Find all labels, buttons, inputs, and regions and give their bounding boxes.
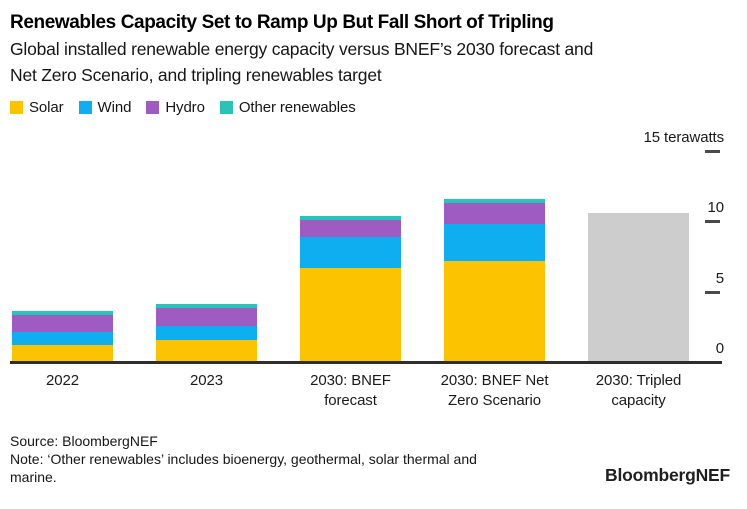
legend-swatch-hydro-icon — [146, 101, 160, 114]
legend-label: Other renewables — [238, 99, 356, 116]
bar-seg-2030-bnef-wind — [300, 237, 401, 268]
bar-seg-2022-solar — [12, 345, 113, 361]
legend-item-wind: Wind — [78, 99, 132, 116]
ytick-label-0: 0 — [715, 340, 724, 357]
ytick-dash-15 — [705, 149, 720, 153]
bar-seg-2023-hydro — [156, 308, 257, 326]
source-note: Source: BloombergNEF — [10, 433, 158, 449]
bar-seg-2022-hydro — [12, 315, 113, 332]
legend-item-other-renewables: Other renewables — [219, 99, 356, 116]
bar-seg-2030-bnef-net-wind — [444, 224, 545, 261]
chart-subtitle: Global installed renewable energy capaci… — [10, 39, 594, 85]
legend-label: Hydro — [165, 99, 205, 116]
bar-seg-2030-bnef-hydro — [300, 220, 401, 237]
methodology-note: Note: ‘Other renewables’ includes bioene… — [10, 451, 477, 485]
bar-seg-2023-wind — [156, 326, 257, 340]
legend-swatch-solar-icon — [10, 101, 23, 114]
category-label-2030-bnef: 2030: BNEF forecast — [310, 372, 391, 409]
legend-swatch-wind-icon — [78, 101, 92, 114]
bar-seg-2022-wind — [12, 332, 113, 345]
chart-legend: Solar Wind Hydro Other renewables — [10, 99, 356, 116]
bar-seg-2030-bnef-net-hydro — [444, 203, 545, 224]
bar-seg-2030-bnef-other-renewables — [300, 216, 401, 220]
legend-item-hydro: Hydro — [146, 99, 205, 116]
bloombergnef-logo: BloombergNEF — [605, 465, 730, 485]
legend-item-solar: Solar — [10, 99, 64, 116]
ytick-label-10: 10 — [707, 199, 725, 216]
bar-seg-2023-other-renewables — [156, 304, 257, 308]
category-label-2023: 2023 — [190, 372, 223, 389]
ytick-dash-10 — [705, 220, 720, 223]
category-label-2030-bnef-net: 2030: BNEF Net Zero Scenario — [440, 372, 549, 409]
bar-seg-2030-bnef-net-solar — [444, 261, 545, 361]
ytick-dash-5 — [705, 290, 720, 294]
category-label-2030-tripled: 2030: Tripled capacity — [595, 372, 682, 409]
bar-seg-2030-bnef-net-other-renewables — [444, 199, 545, 203]
ytick-label-15: 15 terawatts — [643, 128, 724, 146]
chart-title: Renewables Capacity Set to Ramp Up But F… — [10, 12, 554, 33]
ytick-label-5: 5 — [715, 269, 724, 287]
bar-seg-2023-solar — [156, 340, 257, 361]
x-axis-line — [10, 361, 722, 364]
bar-seg-2022-other-renewables — [12, 311, 113, 315]
bar-seg-2030-tripled-tripled-capacity — [588, 213, 689, 361]
legend-swatch-other-renewables-icon — [219, 101, 233, 114]
legend-label: Wind — [97, 99, 132, 116]
category-label-2022: 2022 — [46, 372, 79, 389]
bar-seg-2030-bnef-solar — [300, 268, 401, 361]
legend-label: Solar — [29, 99, 64, 116]
